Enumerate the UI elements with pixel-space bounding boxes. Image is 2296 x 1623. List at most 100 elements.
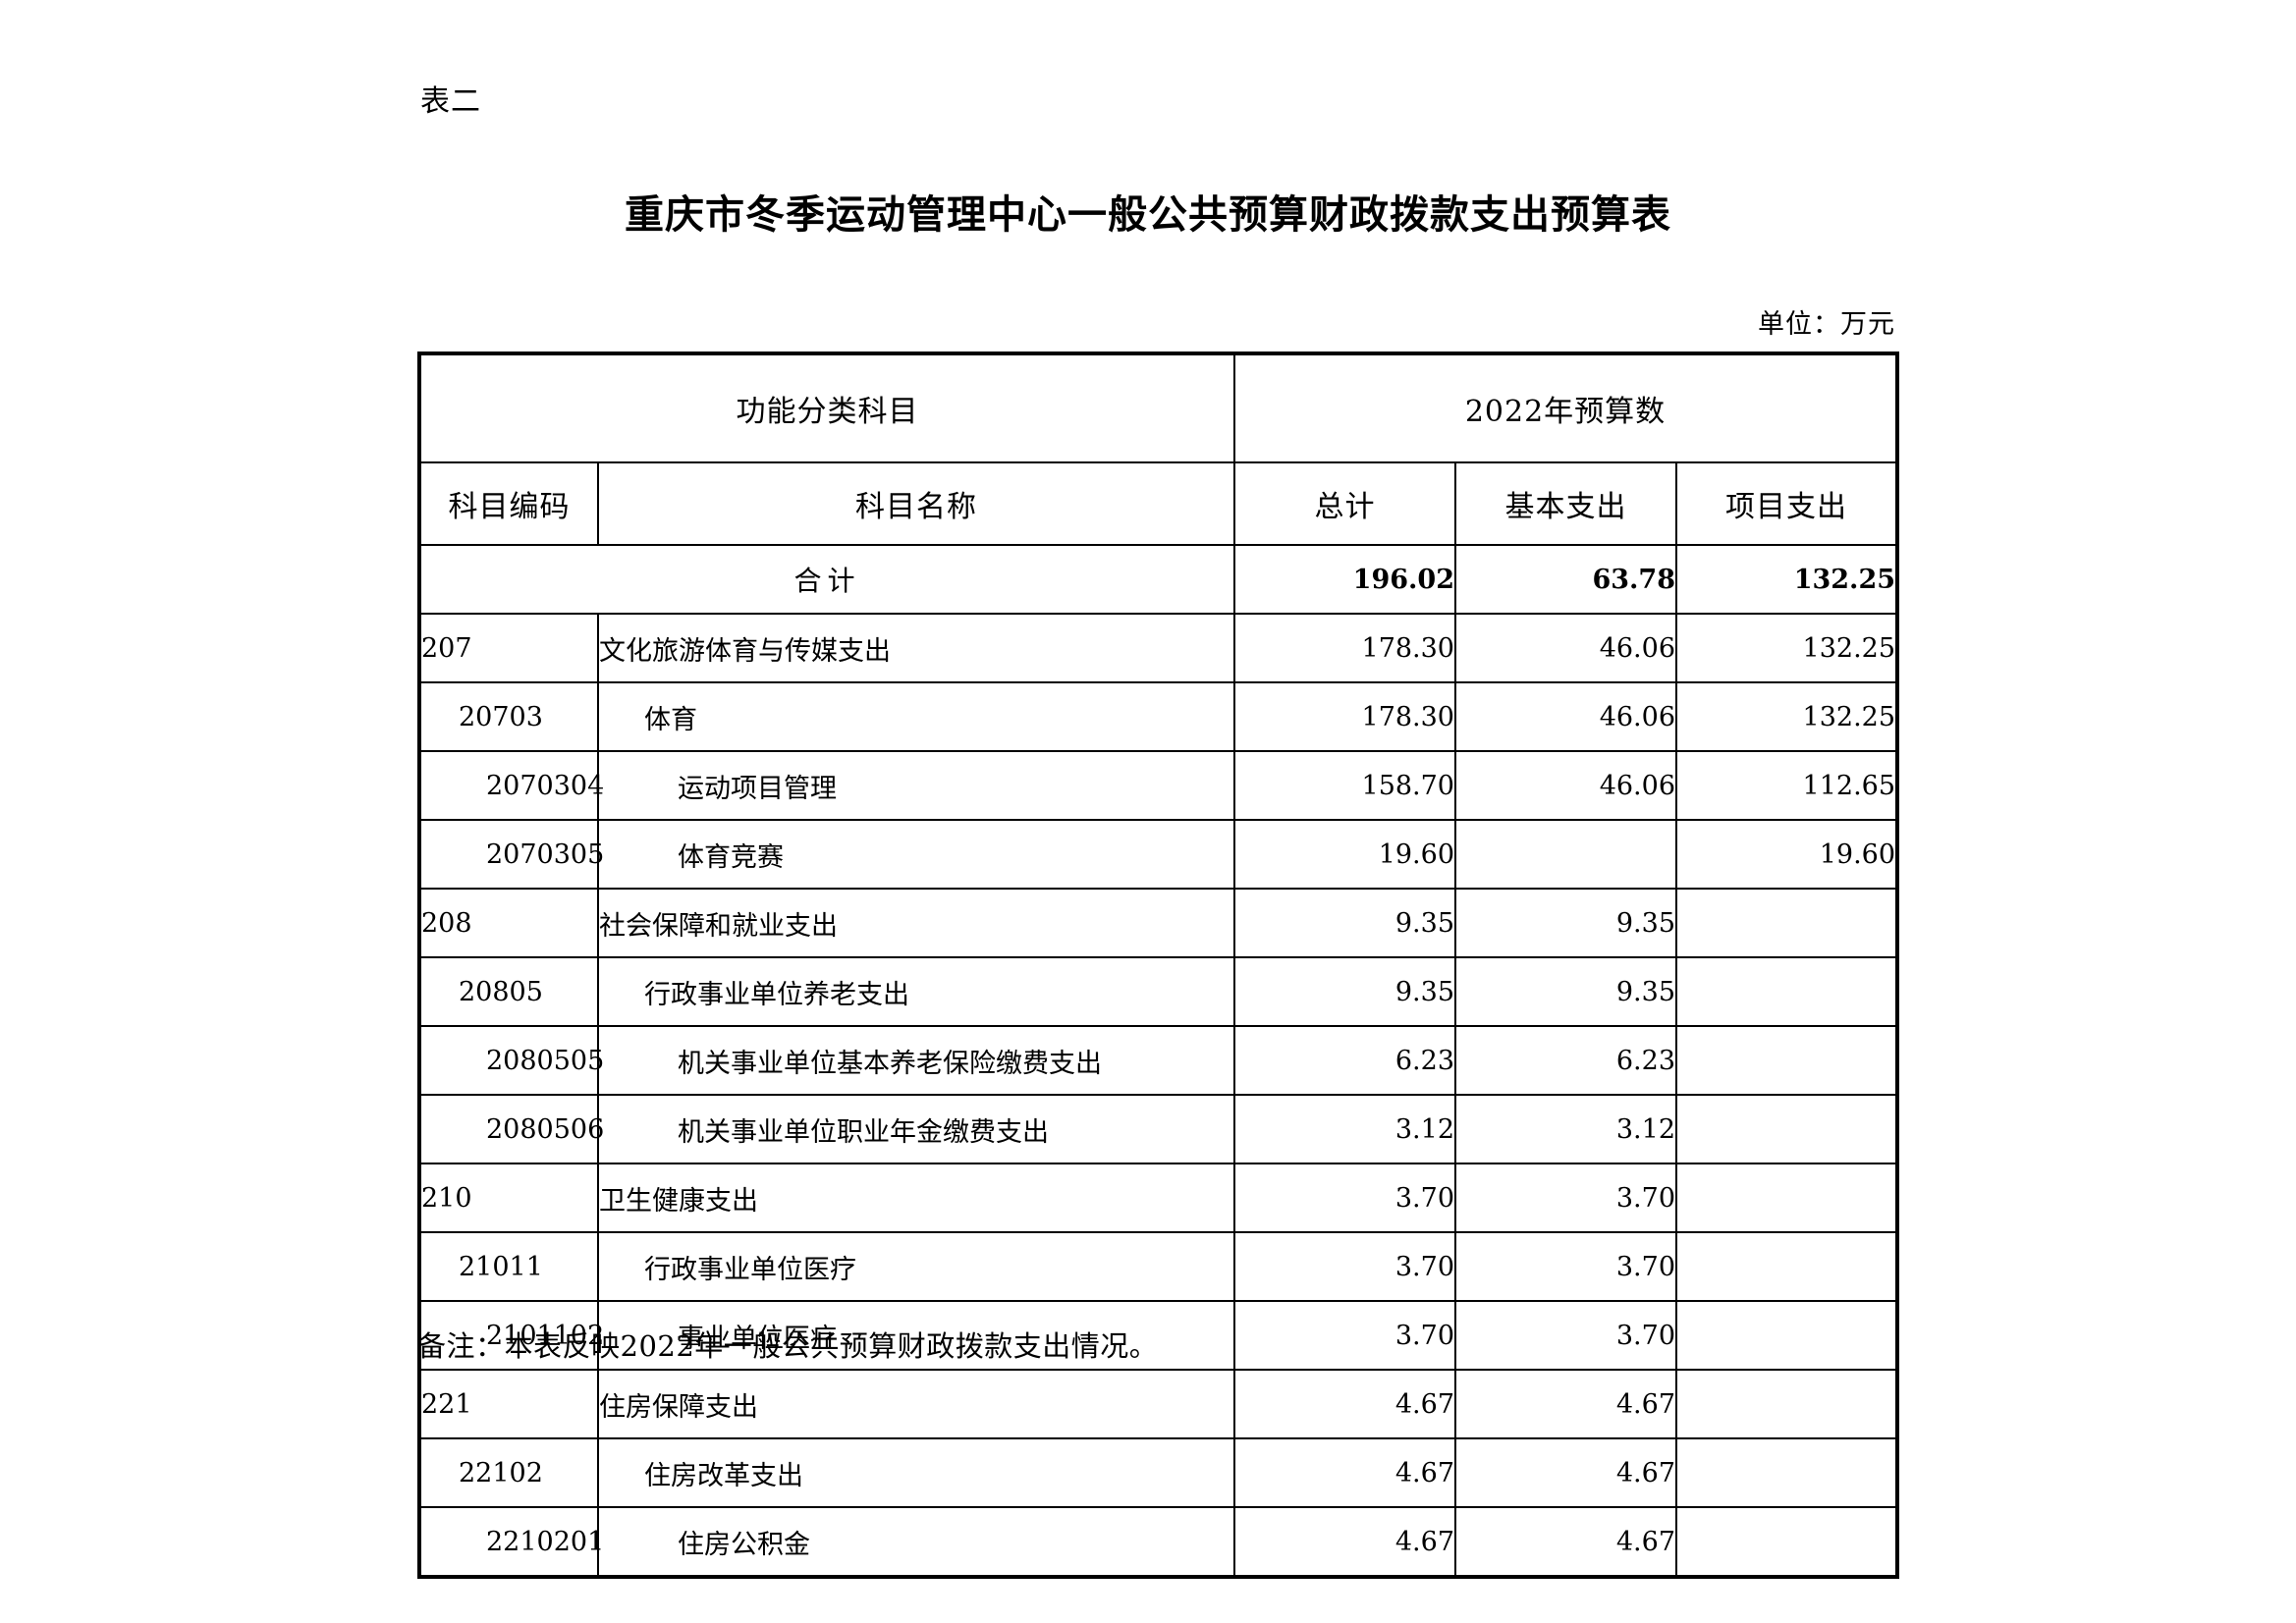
table-row: 221 住房保障支出 4.67 4.67 [417, 1369, 1900, 1439]
row-total: 178.30 [1233, 613, 1456, 683]
table-header-columns-row: 科目编码 科目名称 总计 基本支出 项目支出 [417, 461, 1900, 546]
unit-note: 单位：万元 [1758, 309, 1895, 340]
row-code: 221 [417, 1369, 599, 1439]
table-row: 2070304 运动项目管理 158.70 46.06 112.65 [417, 750, 1900, 821]
row-code: 2210201 [417, 1506, 604, 1579]
row-project [1674, 1094, 1900, 1164]
row-basic: 6.23 [1454, 1025, 1677, 1096]
row-basic [1454, 819, 1677, 890]
table-row: 207 文化旅游体育与传媒支出 178.30 46.06 132.25 [417, 613, 1900, 683]
row-project: 132.25 [1674, 613, 1900, 683]
row-name: 机关事业单位职业年金缴费支出 [597, 1094, 1235, 1164]
row-total: 4.67 [1233, 1369, 1456, 1439]
table-row: 22102 住房改革支出 4.67 4.67 [417, 1437, 1900, 1508]
row-project [1674, 1163, 1900, 1233]
table-head: 功能分类科目 2022年预算数 科目编码 科目名称 总计 基本支出 项目支出 [417, 352, 1900, 546]
row-name: 体育竞赛 [597, 819, 1235, 890]
row-total: 6.23 [1233, 1025, 1456, 1096]
row-code: 208 [417, 888, 599, 958]
table-row: 2210201 住房公积金 4.67 4.67 [417, 1506, 1900, 1579]
row-basic: 46.06 [1454, 750, 1677, 821]
row-basic: 3.70 [1454, 1231, 1677, 1302]
row-project [1674, 1300, 1900, 1371]
header-budget-year: 2022年预算数 [1232, 352, 1900, 463]
row-name: 卫生健康支出 [597, 1163, 1235, 1233]
table-row: 20805 行政事业单位养老支出 9.35 9.35 [417, 956, 1900, 1027]
row-name: 机关事业单位基本养老保险缴费支出 [597, 1025, 1235, 1096]
header-column-total: 总计 [1233, 461, 1456, 546]
row-name: 体育 [597, 681, 1235, 752]
row-total: 3.70 [1233, 1300, 1456, 1371]
header-column-name: 科目名称 [597, 461, 1235, 546]
budget-expenditure-table: 功能分类科目 2022年预算数 科目编码 科目名称 总计 基本支出 项目支出 合… [417, 352, 1900, 1579]
row-project [1674, 1369, 1900, 1439]
row-name: 住房改革支出 [597, 1437, 1235, 1508]
table-row: 2070305 体育竞赛 19.60 19.60 [417, 819, 1900, 890]
row-project [1674, 1437, 1900, 1508]
row-basic: 9.35 [1454, 888, 1677, 958]
table-body: 合计 196.02 63.78 132.25 207 文化旅游体育与传媒支出 178… [417, 544, 1900, 1579]
table-total-row: 合计 196.02 63.78 132.25 [417, 544, 1900, 615]
row-total: 19.60 [1233, 819, 1456, 890]
header-column-basic: 基本支出 [1454, 461, 1677, 546]
row-project: 112.65 [1674, 750, 1900, 821]
row-code: 2101102 [417, 1300, 604, 1371]
total-row-total: 196.02 [1233, 544, 1456, 615]
row-basic: 3.12 [1454, 1094, 1677, 1164]
row-basic: 3.70 [1454, 1163, 1677, 1233]
row-code: 22102 [417, 1437, 599, 1508]
row-basic: 4.67 [1454, 1506, 1677, 1579]
row-code: 21011 [417, 1231, 599, 1302]
row-basic: 9.35 [1454, 956, 1677, 1027]
total-row-project: 132.25 [1674, 544, 1900, 615]
sheet-label: 表二 [420, 84, 481, 119]
row-code: 2070305 [417, 819, 604, 890]
header-functional-category: 功能分类科目 [417, 352, 1235, 463]
row-name: 运动项目管理 [597, 750, 1235, 821]
row-total: 178.30 [1233, 681, 1456, 752]
table-header-group-row: 功能分类科目 2022年预算数 [417, 352, 1900, 463]
row-name: 行政事业单位养老支出 [597, 956, 1235, 1027]
row-name: 行政事业单位医疗 [597, 1231, 1235, 1302]
header-column-code: 科目编码 [417, 461, 599, 546]
row-name: 文化旅游体育与传媒支出 [597, 613, 1235, 683]
table-row: 20703 体育 178.30 46.06 132.25 [417, 681, 1900, 752]
table-row: 2080505 机关事业单位基本养老保险缴费支出 6.23 6.23 [417, 1025, 1900, 1096]
total-row-basic: 63.78 [1454, 544, 1677, 615]
table-row: 21011 行政事业单位医疗 3.70 3.70 [417, 1231, 1900, 1302]
total-row-label: 合计 [417, 544, 1235, 615]
row-code: 210 [417, 1163, 599, 1233]
row-code: 2080506 [417, 1094, 604, 1164]
row-total: 9.35 [1233, 956, 1456, 1027]
table-row: 2101102 事业单位医疗 3.70 3.70 [417, 1300, 1900, 1371]
row-basic: 3.70 [1454, 1300, 1677, 1371]
row-name: 住房公积金 [597, 1506, 1235, 1579]
row-basic: 46.06 [1454, 613, 1677, 683]
row-total: 3.12 [1233, 1094, 1456, 1164]
footnote: 备注：本表反映2022年一般公共预算财政拨款支出情况。 [417, 1329, 1159, 1363]
row-name: 事业单位医疗 [597, 1300, 1235, 1371]
row-name: 住房保障支出 [597, 1369, 1235, 1439]
row-project [1674, 1231, 1900, 1302]
row-code: 2080505 [417, 1025, 604, 1096]
row-project [1674, 1506, 1900, 1579]
row-basic: 46.06 [1454, 681, 1677, 752]
row-project [1674, 956, 1900, 1027]
table-row: 208 社会保障和就业支出 9.35 9.35 [417, 888, 1900, 958]
header-column-project: 项目支出 [1674, 461, 1900, 546]
row-code: 207 [417, 613, 599, 683]
row-total: 9.35 [1233, 888, 1456, 958]
row-code: 20805 [417, 956, 599, 1027]
row-project [1674, 888, 1900, 958]
row-basic: 4.67 [1454, 1369, 1677, 1439]
row-total: 4.67 [1233, 1506, 1456, 1579]
row-total: 158.70 [1233, 750, 1456, 821]
row-name: 社会保障和就业支出 [597, 888, 1235, 958]
page-title: 重庆市冬季运动管理中心一般公共预算财政拨款支出预算表 [625, 192, 1671, 238]
row-code: 2070304 [417, 750, 604, 821]
row-project [1674, 1025, 1900, 1096]
row-total: 3.70 [1233, 1231, 1456, 1302]
row-basic: 4.67 [1454, 1437, 1677, 1508]
row-project: 19.60 [1674, 819, 1900, 890]
